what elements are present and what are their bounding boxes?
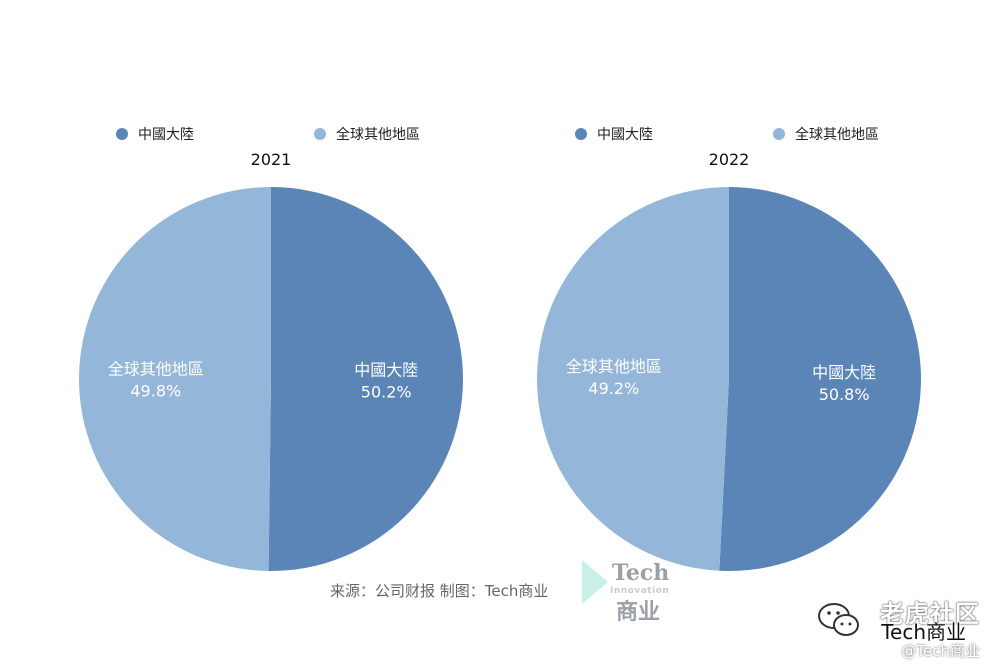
pie-slice-rest — [78, 187, 271, 571]
pie-slice-mainland — [268, 187, 463, 571]
legend-item-mainland-2021: 中國大陸 — [116, 124, 194, 144]
slice-value-label: 49.2% — [588, 379, 639, 398]
slice-label: 全球其他地區 — [566, 357, 662, 376]
slice-value-label: 49.8% — [130, 381, 181, 400]
chart-title-2022: 2022 — [708, 150, 750, 169]
legend-label: 全球其他地區 — [336, 127, 420, 143]
legend-label: 中國大陸 — [597, 127, 653, 143]
pie-slice-rest — [537, 187, 729, 571]
pie-chart-2022: 中國大陸 50.8% 全球其他地區 49.2% — [537, 187, 922, 571]
slice-label: 全球其他地區 — [108, 359, 204, 378]
legend-label: 全球其他地區 — [795, 127, 879, 143]
slice-value-label: 50.8% — [819, 385, 870, 404]
legend-dot-icon — [773, 128, 785, 140]
legend-dot-icon — [314, 128, 326, 140]
slice-label: 中國大陸 — [812, 363, 876, 382]
slice-value-label: 50.2% — [361, 383, 412, 402]
legend-dot-icon — [575, 128, 587, 140]
legend-label: 中國大陸 — [138, 127, 194, 143]
legend-dot-icon — [116, 128, 128, 140]
arrow-icon — [582, 560, 608, 604]
source-note: 来源：公司财报 制图：Tech商业 — [330, 582, 549, 600]
chart-title-2021: 2021 — [250, 150, 292, 169]
pie-slice-mainland — [719, 187, 922, 571]
pie-chart-2021: 中國大陸 50.2% 全球其他地區 49.8% — [78, 187, 463, 571]
watermark-logo-subtitle: Innovation — [610, 586, 670, 596]
slice-label: 中國大陸 — [354, 361, 418, 380]
watermark-logo-bottom: 商业 — [616, 599, 661, 625]
watermark-logo-title: Tech — [612, 560, 670, 586]
wechat-icon — [818, 603, 859, 636]
legend-item-rest-2022: 全球其他地區 — [773, 124, 879, 144]
legend-item-rest-2021: 全球其他地區 — [314, 124, 420, 144]
watermark-account: Tech商业 — [881, 620, 966, 644]
watermark-handle: @Tech商业 — [901, 642, 980, 660]
legend-item-mainland-2022: 中國大陸 — [575, 124, 653, 144]
watermark-forum: 老虎社区 — [880, 600, 980, 628]
